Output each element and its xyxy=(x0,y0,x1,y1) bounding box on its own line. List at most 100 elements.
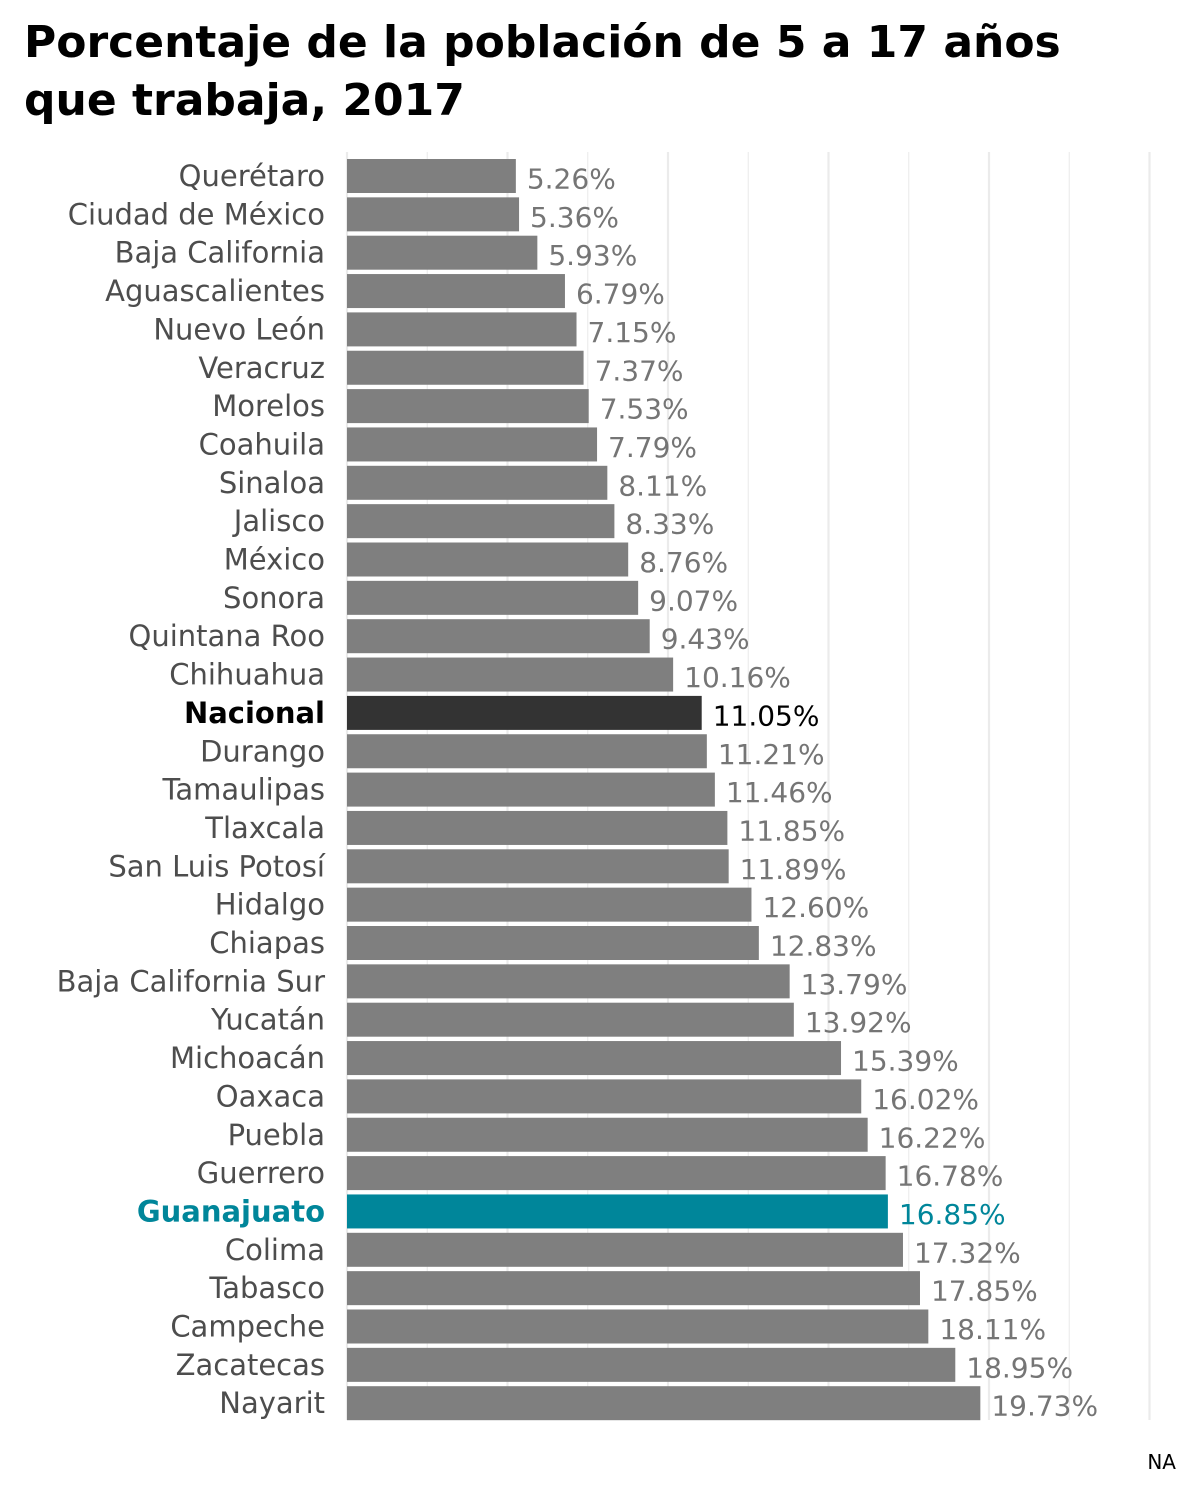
category-label-queretaro: Querétaro xyxy=(179,159,325,193)
category-label-san-luis-potosi: San Luis Potosí xyxy=(108,849,326,883)
bar-aguascalientes xyxy=(347,274,565,309)
value-label-mexico: 8.76% xyxy=(639,546,728,579)
value-label-guanajuato: 16.85% xyxy=(899,1198,1006,1231)
bar-nayarit xyxy=(347,1386,981,1421)
value-label-puebla: 16.22% xyxy=(879,1121,986,1154)
value-label-queretaro: 5.26% xyxy=(527,163,616,196)
category-label-chihuahua: Chihuahua xyxy=(169,658,325,692)
bar-baja-california-sur xyxy=(347,964,790,999)
category-label-tabasco: Tabasco xyxy=(208,1271,325,1305)
bar-san-luis-potosi xyxy=(347,849,729,884)
category-label-ciudad-de-mexico: Ciudad de México xyxy=(68,197,325,231)
bar-yucatan xyxy=(347,1002,794,1037)
bar-zacatecas xyxy=(347,1347,956,1382)
category-label-guerrero: Guerrero xyxy=(197,1156,325,1190)
category-label-hidalgo: Hidalgo xyxy=(215,888,325,922)
bar-oaxaca xyxy=(347,1079,862,1114)
category-label-tlaxcala: Tlaxcala xyxy=(204,811,325,845)
value-label-aguascalientes: 6.79% xyxy=(576,278,665,311)
value-label-sonora: 9.07% xyxy=(649,584,738,617)
bar-jalisco xyxy=(347,504,615,539)
category-label-guanajuato: Guanajuato xyxy=(137,1194,325,1228)
bar-quintana-roo xyxy=(347,619,650,654)
value-label-baja-california-sur: 13.79% xyxy=(801,968,908,1001)
value-label-coahuila: 7.79% xyxy=(608,431,697,464)
category-label-oaxaca: Oaxaca xyxy=(216,1079,325,1113)
chart-caption: NA xyxy=(1147,1450,1176,1474)
bar-tlaxcala xyxy=(347,810,728,845)
category-label-durango: Durango xyxy=(200,734,325,768)
category-label-baja-california: Baja California xyxy=(115,236,325,270)
bar-ciudad-de-mexico xyxy=(347,197,520,232)
category-label-morelos: Morelos xyxy=(212,389,325,423)
category-label-baja-california-sur: Baja California Sur xyxy=(57,964,325,998)
value-label-yucatan: 13.92% xyxy=(805,1006,912,1039)
value-label-nacional: 11.05% xyxy=(713,699,820,732)
category-label-nayarit: Nayarit xyxy=(219,1386,325,1420)
bar-sonora xyxy=(347,580,639,615)
category-labels: Querétaro Ciudad de México Baja California… xyxy=(57,159,326,1420)
category-label-veracruz: Veracruz xyxy=(198,351,325,385)
category-label-nacional: Nacional xyxy=(184,696,325,730)
bar-queretaro xyxy=(347,159,516,193)
category-label-jalisco: Jalisco xyxy=(232,504,325,538)
value-label-nuevo-leon: 7.15% xyxy=(588,316,677,349)
value-label-guerrero: 16.78% xyxy=(897,1160,1004,1193)
category-label-coahuila: Coahuila xyxy=(199,427,325,461)
category-label-aguascalientes: Aguascalientes xyxy=(105,274,325,308)
value-label-zacatecas: 18.95% xyxy=(966,1351,1073,1384)
value-label-morelos: 7.53% xyxy=(600,393,689,426)
category-label-mexico: México xyxy=(224,543,325,577)
value-label-durango: 11.21% xyxy=(718,738,825,771)
value-label-jalisco: 8.33% xyxy=(625,508,714,541)
bar-morelos xyxy=(347,389,589,424)
category-label-tamaulipas: Tamaulipas xyxy=(162,773,326,807)
value-label-tamaulipas: 11.46% xyxy=(726,776,833,809)
category-label-puebla: Puebla xyxy=(228,1118,325,1152)
category-label-campeche: Campeche xyxy=(170,1310,325,1344)
bar-durango xyxy=(347,734,707,769)
category-label-sinaloa: Sinaloa xyxy=(219,466,325,500)
value-label-campeche: 18.11% xyxy=(939,1313,1046,1346)
category-label-zacatecas: Zacatecas xyxy=(176,1348,325,1382)
category-label-chiapas: Chiapas xyxy=(209,926,325,960)
category-label-yucatan: Yucatán xyxy=(210,1003,325,1037)
category-label-michoacan: Michoacán xyxy=(170,1041,325,1075)
bar-colima xyxy=(347,1232,903,1267)
value-label-veracruz: 7.37% xyxy=(595,354,684,387)
value-label-michoacan: 15.39% xyxy=(852,1045,959,1078)
value-label-baja-california: 5.93% xyxy=(548,239,637,272)
bar-guanajuato xyxy=(347,1194,888,1229)
value-label-nayarit: 19.73% xyxy=(991,1390,1098,1423)
value-label-ciudad-de-mexico: 5.36% xyxy=(530,201,619,234)
value-label-san-luis-potosi: 11.89% xyxy=(740,853,847,886)
bar-nacional xyxy=(347,695,702,730)
value-label-chiapas: 12.83% xyxy=(770,930,877,963)
category-label-nuevo-leon: Nuevo León xyxy=(153,312,325,346)
chart-title: Porcentaje de la población de 5 a 17 año… xyxy=(24,17,1061,126)
bar-campeche xyxy=(347,1309,929,1344)
bar-hidalgo xyxy=(347,887,752,922)
bar-chiapas xyxy=(347,926,759,960)
value-label-oaxaca: 16.02% xyxy=(872,1083,979,1116)
value-label-chihuahua: 10.16% xyxy=(684,661,791,694)
bar-veracruz xyxy=(347,350,584,385)
value-label-colima: 17.32% xyxy=(914,1236,1021,1269)
bar-baja-california xyxy=(347,235,538,270)
bar-michoacan xyxy=(347,1041,842,1076)
bar-sinaloa xyxy=(347,465,608,500)
value-label-quintana-roo: 9.43% xyxy=(661,623,750,656)
value-label-tabasco: 17.85% xyxy=(931,1275,1038,1308)
bar-guerrero xyxy=(347,1156,886,1191)
bar-chihuahua xyxy=(347,657,674,692)
value-label-tlaxcala: 11.85% xyxy=(738,814,845,847)
bar-tabasco xyxy=(347,1271,920,1306)
value-labels: 5.26% 5.36% 5.93% 6.79% 7.15% 7.37% 7.53% 7.79%… xyxy=(527,163,1098,1423)
bar-coahuila xyxy=(347,427,598,462)
bar-puebla xyxy=(347,1117,868,1152)
chart-bars xyxy=(347,159,981,1421)
category-label-colima: Colima xyxy=(225,1233,325,1267)
category-label-sonora: Sonora xyxy=(223,581,325,615)
bar-mexico xyxy=(347,542,629,577)
